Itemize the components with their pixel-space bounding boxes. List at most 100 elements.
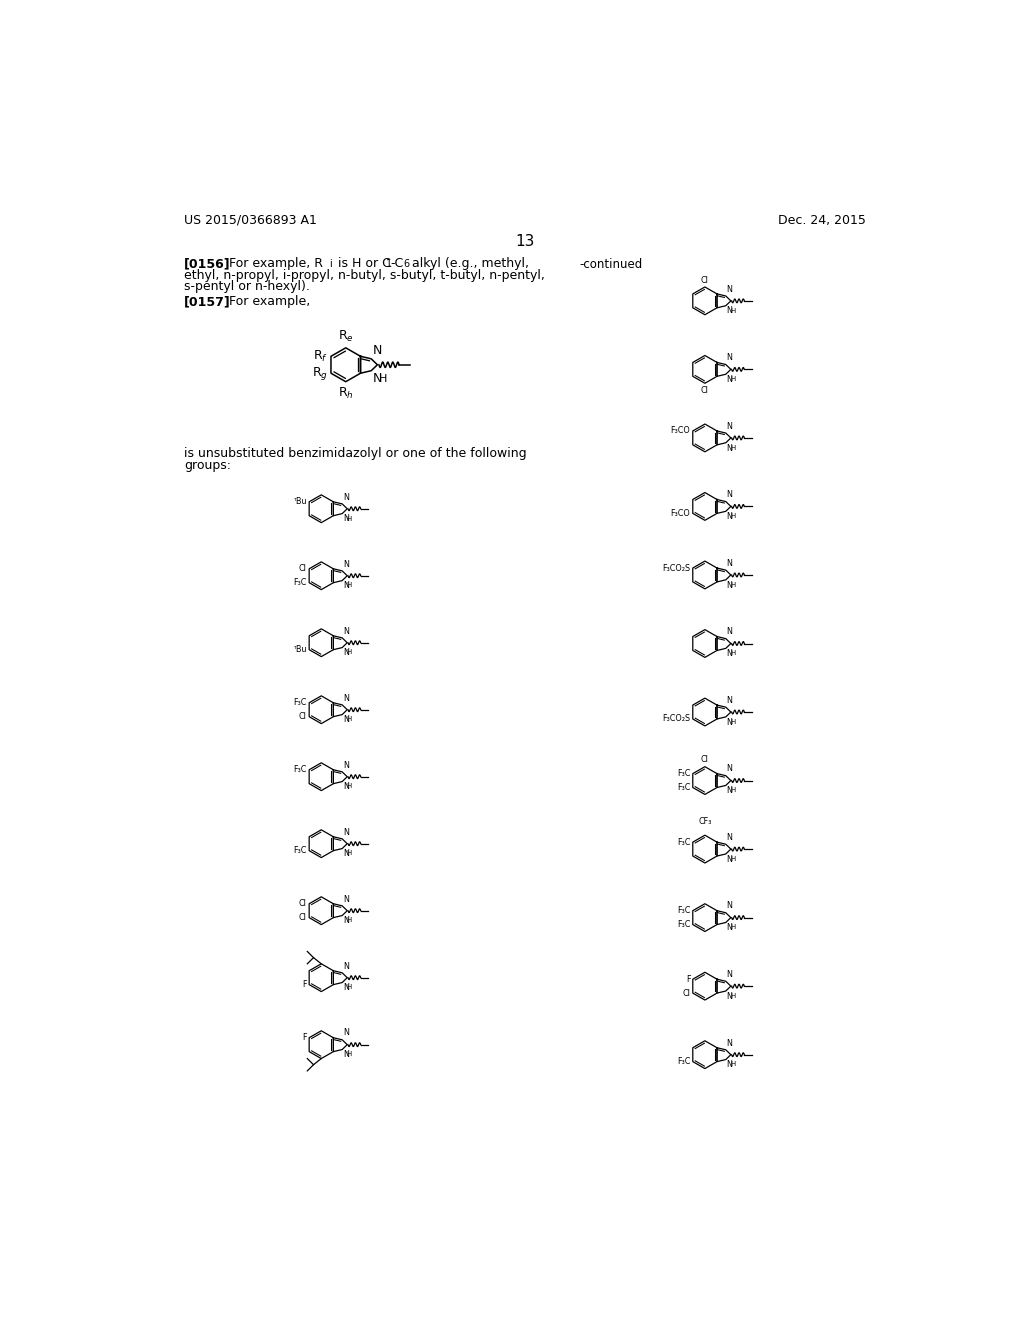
Text: N: N <box>727 285 732 293</box>
Text: F₃C: F₃C <box>294 846 307 855</box>
Text: N: N <box>343 581 349 590</box>
Text: N: N <box>343 715 349 725</box>
Text: N: N <box>727 512 732 521</box>
Text: N: N <box>727 490 732 499</box>
Text: US 2015/0366893 A1: US 2015/0366893 A1 <box>183 214 316 227</box>
Text: [0157]: [0157] <box>183 296 230 309</box>
Text: -C: -C <box>391 257 404 271</box>
Text: N: N <box>343 1028 349 1038</box>
Text: F₃C: F₃C <box>677 906 690 915</box>
Text: H: H <box>730 855 735 862</box>
Text: N: N <box>343 492 349 502</box>
Text: N: N <box>343 828 349 837</box>
Text: F₃C: F₃C <box>677 770 690 777</box>
Text: H: H <box>730 376 735 381</box>
Text: N: N <box>727 991 732 1001</box>
Text: R$_g$: R$_g$ <box>312 364 328 381</box>
Text: H: H <box>730 719 735 725</box>
Text: 13: 13 <box>515 234 535 249</box>
Text: N: N <box>343 961 349 970</box>
Text: N: N <box>343 916 349 925</box>
Text: H: H <box>347 582 352 589</box>
Text: N: N <box>343 515 349 524</box>
Text: N: N <box>343 627 349 635</box>
Text: N: N <box>727 718 732 727</box>
Text: H: H <box>730 445 735 450</box>
Text: N: N <box>373 372 382 385</box>
Text: F: F <box>302 981 307 989</box>
Text: H: H <box>379 374 387 384</box>
Text: s-pentyl or n-hexyl).: s-pentyl or n-hexyl). <box>183 280 309 293</box>
Text: H: H <box>347 985 352 990</box>
Text: H: H <box>347 850 352 857</box>
Text: [0156]: [0156] <box>183 257 230 271</box>
Text: N: N <box>343 895 349 903</box>
Text: N: N <box>727 1039 732 1048</box>
Text: ethyl, n-propyl, i-propyl, n-butyl, s-butyl, t-butyl, n-pentyl,: ethyl, n-propyl, i-propyl, n-butyl, s-bu… <box>183 268 545 281</box>
Text: F₃C: F₃C <box>294 698 307 708</box>
Text: F₃C: F₃C <box>294 766 307 775</box>
Text: F₃C: F₃C <box>677 838 690 846</box>
Text: Cl: Cl <box>683 989 690 998</box>
Text: N: N <box>727 375 732 384</box>
Text: N: N <box>343 760 349 770</box>
Text: R$_e$: R$_e$ <box>338 329 353 345</box>
Text: For example,: For example, <box>217 296 310 309</box>
Text: H: H <box>730 993 735 999</box>
Text: N: N <box>727 1060 732 1069</box>
Text: H: H <box>730 787 735 793</box>
Text: H: H <box>347 649 352 656</box>
Text: Cl: Cl <box>701 755 709 764</box>
Text: F₃C: F₃C <box>677 1057 690 1067</box>
Text: H: H <box>347 917 352 924</box>
Text: N: N <box>727 649 732 659</box>
Text: -continued: -continued <box>579 259 642 272</box>
Text: F₃CO₂S: F₃CO₂S <box>663 564 690 573</box>
Text: Dec. 24, 2015: Dec. 24, 2015 <box>778 214 866 227</box>
Text: N: N <box>343 560 349 569</box>
Text: i: i <box>330 259 332 269</box>
Text: H: H <box>730 308 735 314</box>
Text: is unsubstituted benzimidazolyl or one of the following: is unsubstituted benzimidazolyl or one o… <box>183 447 526 461</box>
Text: Cl: Cl <box>299 564 307 573</box>
Text: F₃C: F₃C <box>677 783 690 792</box>
Text: CF₃: CF₃ <box>698 817 712 826</box>
Text: F: F <box>686 974 690 983</box>
Text: ᵀBu: ᵀBu <box>293 645 307 655</box>
Text: H: H <box>347 717 352 722</box>
Text: F₃C: F₃C <box>677 920 690 929</box>
Text: N: N <box>727 787 732 795</box>
Text: F₃CO: F₃CO <box>671 510 690 517</box>
Text: H: H <box>347 1052 352 1057</box>
Text: N: N <box>727 696 732 705</box>
Text: N: N <box>727 421 732 430</box>
Text: N: N <box>727 833 732 842</box>
Text: N: N <box>343 648 349 657</box>
Text: alkyl (e.g., methyl,: alkyl (e.g., methyl, <box>408 257 528 271</box>
Text: N: N <box>727 764 732 774</box>
Text: 1: 1 <box>386 259 392 269</box>
Text: N: N <box>343 693 349 702</box>
Text: N: N <box>727 923 732 932</box>
Text: N: N <box>727 902 732 911</box>
Text: N: N <box>373 343 382 356</box>
Text: F: F <box>302 1034 307 1043</box>
Text: H: H <box>730 513 735 519</box>
Text: F₃CO₂S: F₃CO₂S <box>663 714 690 723</box>
Text: ᵀBu: ᵀBu <box>293 498 307 507</box>
Text: Cl: Cl <box>701 276 709 285</box>
Text: N: N <box>727 855 732 863</box>
Text: N: N <box>727 558 732 568</box>
Text: N: N <box>727 581 732 590</box>
Text: R$_h$: R$_h$ <box>338 387 353 401</box>
Text: Cl: Cl <box>299 913 307 923</box>
Text: F₃C: F₃C <box>294 578 307 587</box>
Text: F₃CO: F₃CO <box>671 426 690 436</box>
Text: N: N <box>727 444 732 453</box>
Text: Cl: Cl <box>701 385 709 395</box>
Text: H: H <box>347 516 352 521</box>
Text: N: N <box>727 306 732 315</box>
Text: 6: 6 <box>403 259 410 269</box>
Text: is H or C: is H or C <box>334 257 391 271</box>
Text: H: H <box>730 924 735 931</box>
